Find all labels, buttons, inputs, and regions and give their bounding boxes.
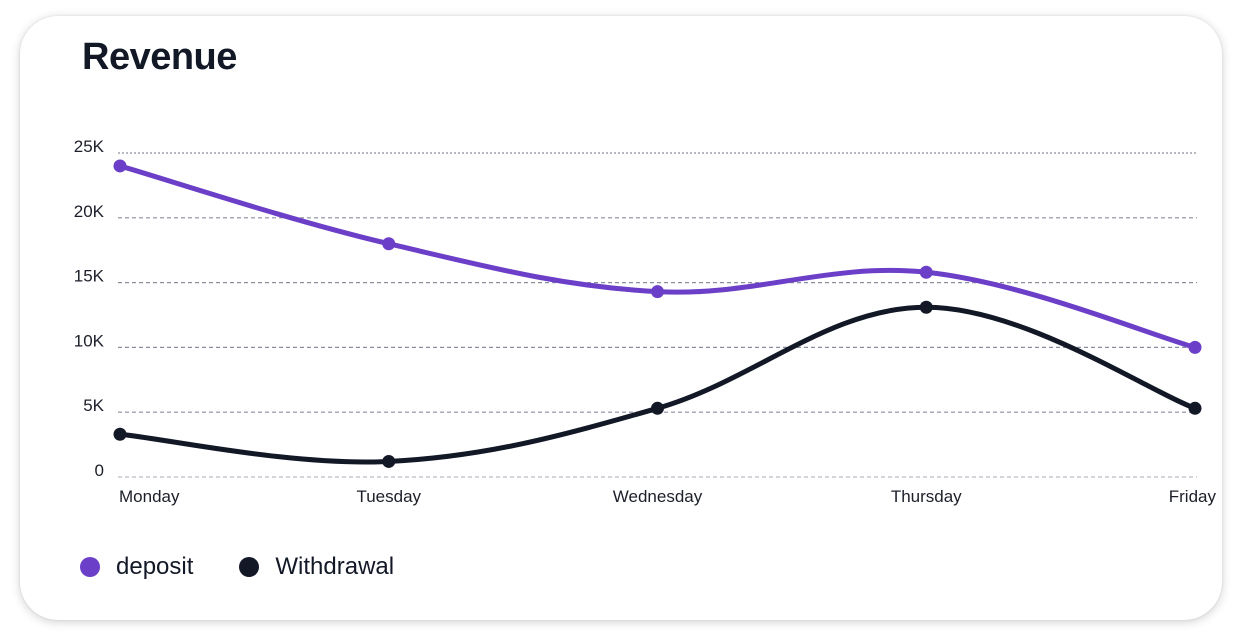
data-point-deposit[interactable] [651, 285, 664, 299]
y-tick-label: 0 [95, 461, 104, 480]
x-tick-label: Monday [119, 487, 180, 506]
data-point-deposit[interactable] [919, 265, 933, 279]
legend-label: Withdrawal [275, 553, 395, 580]
series-lines [113, 159, 1202, 468]
x-tick-label: Wednesday [613, 487, 703, 506]
data-point-withdrawal[interactable] [113, 427, 127, 441]
series-withdrawal [113, 300, 1202, 468]
x-axis-ticks: Monday Tuesday Wednesday Thursday Friday [119, 487, 1216, 506]
x-tick-label: Friday [1169, 487, 1217, 506]
chart-legend: deposit Withdrawal [80, 553, 440, 581]
legend-dot-icon [239, 557, 260, 577]
y-tick-label: 10K [74, 331, 105, 350]
grid-lines [118, 152, 1197, 478]
x-tick-label: Tuesday [356, 487, 421, 506]
y-axis-ticks: 0 5K 10K 15K 20K 25K [74, 137, 105, 480]
series-line-deposit [117, 163, 1198, 350]
data-point-withdrawal[interactable] [1188, 401, 1202, 415]
data-point-withdrawal[interactable] [382, 454, 396, 468]
y-tick-label: 5K [83, 396, 104, 415]
data-point-deposit[interactable] [382, 237, 396, 251]
y-tick-label: 25K [74, 137, 105, 156]
revenue-card [20, 16, 1222, 620]
chart-title: Revenue [82, 36, 237, 78]
legend-label: deposit [116, 553, 194, 580]
data-point-withdrawal[interactable] [651, 401, 664, 415]
x-tick-label: Thursday [891, 487, 962, 506]
legend-item-withdrawal[interactable]: Withdrawal [239, 553, 394, 581]
legend-dot-icon [80, 557, 100, 577]
y-tick-label: 20K [74, 202, 105, 221]
data-point-deposit[interactable] [1188, 340, 1202, 354]
series-deposit [113, 159, 1202, 354]
data-point-withdrawal[interactable] [919, 300, 933, 314]
data-point-deposit[interactable] [113, 159, 127, 173]
y-tick-label: 15K [74, 267, 105, 286]
series-line-withdrawal [117, 304, 1198, 465]
legend-item-deposit[interactable]: deposit [80, 553, 193, 581]
